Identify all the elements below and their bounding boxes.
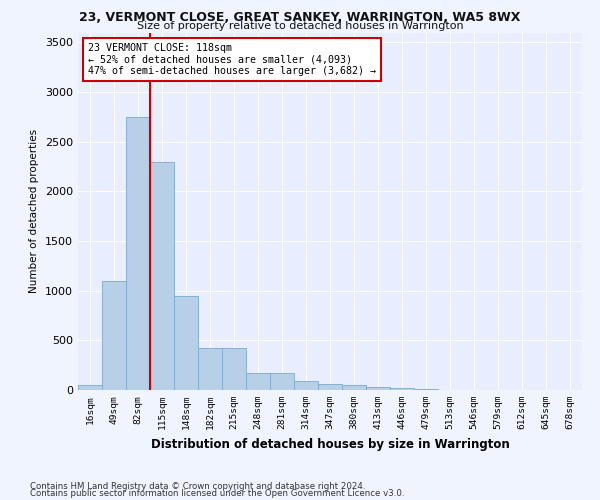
Bar <box>198 348 222 390</box>
Bar <box>294 381 318 390</box>
Text: Contains HM Land Registry data © Crown copyright and database right 2024.: Contains HM Land Registry data © Crown c… <box>30 482 365 491</box>
Bar <box>126 117 150 390</box>
X-axis label: Distribution of detached houses by size in Warrington: Distribution of detached houses by size … <box>151 438 509 450</box>
Bar <box>174 296 198 390</box>
Text: Contains public sector information licensed under the Open Government Licence v3: Contains public sector information licen… <box>30 490 404 498</box>
Bar <box>342 384 366 390</box>
Y-axis label: Number of detached properties: Number of detached properties <box>29 129 40 294</box>
Bar <box>318 384 342 390</box>
Text: 23 VERMONT CLOSE: 118sqm
← 52% of detached houses are smaller (4,093)
47% of sem: 23 VERMONT CLOSE: 118sqm ← 52% of detach… <box>88 43 376 76</box>
Bar <box>78 385 102 390</box>
Text: 23, VERMONT CLOSE, GREAT SANKEY, WARRINGTON, WA5 8WX: 23, VERMONT CLOSE, GREAT SANKEY, WARRING… <box>79 11 521 24</box>
Bar <box>246 373 270 390</box>
Bar <box>222 348 246 390</box>
Bar <box>150 162 174 390</box>
Bar <box>366 387 390 390</box>
Bar <box>270 373 294 390</box>
Text: Size of property relative to detached houses in Warrington: Size of property relative to detached ho… <box>137 21 463 31</box>
Bar <box>102 281 126 390</box>
Bar <box>390 388 414 390</box>
Bar <box>414 389 438 390</box>
